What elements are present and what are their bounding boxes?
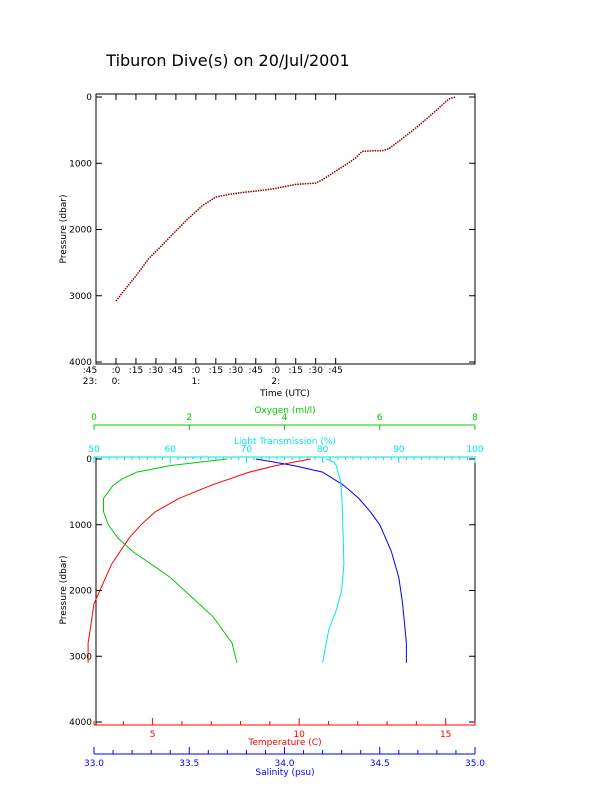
- profile-y-tick-label: 2000: [69, 587, 92, 597]
- dive-x-tick-label: :30: [149, 366, 164, 376]
- profile-y-tick-label: 1000: [69, 521, 92, 531]
- profile-chart-axes: 0 1000 2000 3000 4000 0 2 4 6 8 50 60 70 80 90 100 5 10 15…: [69, 413, 485, 769]
- transmission-tick-label: 60: [164, 445, 176, 455]
- transmission-tick-label: 70: [241, 445, 253, 455]
- dive-x-tick-label: :15: [288, 366, 302, 376]
- dive-x-tick-label: :45: [169, 366, 183, 376]
- dive-chart-frame: [95, 93, 476, 365]
- dive-chart-ticks: 01000200030004000:45:0:15:30:45:0:15:30:…: [69, 93, 475, 387]
- dive-x-hour-label: 1:: [191, 377, 200, 387]
- salinity-tick-label: 34.5: [370, 759, 390, 769]
- profile-chart-series: [87, 458, 407, 663]
- profile-y-tick-label: 0: [86, 455, 92, 465]
- profile-chart-ylabel: Pressure (dbar): [59, 556, 69, 625]
- oxygen-tick-label: 8: [472, 413, 478, 423]
- dive-x-tick-label: :15: [209, 366, 223, 376]
- dive-chart-xlabel: Time (UTC): [259, 389, 310, 399]
- salinity-tick-label: 35.0: [465, 759, 485, 769]
- profile-chart-frame: [95, 456, 476, 726]
- dive-x-hour-label: 23:: [83, 377, 97, 387]
- transmission-axis-label: Light Transmission (%): [234, 437, 336, 447]
- salinity-profile-line: [255, 458, 407, 663]
- dive-x-tick-label: :45: [328, 366, 342, 376]
- profile-y-tick-label: 4000: [69, 718, 92, 728]
- dive-y-tick-label: 0: [86, 93, 92, 103]
- transmission-profile-line: [322, 458, 345, 663]
- dive-chart-series: [115, 96, 456, 302]
- dive-y-tick-label: 3000: [69, 292, 92, 302]
- oxygen-profile-line: [103, 458, 238, 663]
- salinity-tick-label: 33.0: [84, 759, 104, 769]
- temperature-tick-label: 5: [150, 730, 156, 740]
- dive-y-tick-label: 4000: [69, 358, 92, 368]
- transmission-tick-label: 90: [393, 445, 405, 455]
- oxygen-axis-label: Oxygen (ml/l): [254, 406, 315, 416]
- dive-pressure-line: [115, 96, 456, 302]
- transmission-tick-label: 50: [88, 445, 100, 455]
- page-title: Tiburon Dive(s) on 20/Jul/2001: [105, 51, 349, 70]
- dive-chart-ylabel: Pressure (dbar): [59, 195, 69, 264]
- oxygen-tick-label: 6: [377, 413, 383, 423]
- salinity-axis-label: Salinity (psu): [255, 768, 314, 778]
- dive-time-chart: 01000200030004000:45:0:15:30:45:0:15:30:…: [59, 93, 476, 399]
- oxygen-tick-label: 4: [282, 413, 288, 423]
- dive-x-tick-label: :15: [129, 366, 143, 376]
- temperature-tick-label: 15: [440, 730, 451, 740]
- oxygen-tick-label: 0: [91, 413, 97, 423]
- dive-x-tick-label: :30: [308, 366, 323, 376]
- profile-y-tick-label: 3000: [69, 652, 92, 662]
- profile-chart: 0 1000 2000 3000 4000 0 2 4 6 8 50 60 70 80 90 100 5 10 15…: [59, 406, 485, 778]
- transmission-tick-label: 80: [317, 445, 329, 455]
- salinity-tick-label: 34.0: [274, 759, 294, 769]
- dive-x-tick-label: :30: [229, 366, 244, 376]
- dive-x-tick-label: :0: [112, 366, 121, 376]
- temperature-axis-label: Temperature (C): [247, 738, 321, 748]
- transmission-tick-label: 100: [466, 445, 483, 455]
- dive-x-hour-label: 2:: [271, 377, 280, 387]
- salinity-tick-label: 33.5: [179, 759, 199, 769]
- dive-x-tick-label: :0: [191, 366, 200, 376]
- oxygen-tick-label: 2: [186, 413, 192, 423]
- dive-y-tick-label: 2000: [69, 226, 92, 236]
- temperature-profile-line: [87, 458, 311, 663]
- dive-x-hour-label: 0:: [112, 377, 121, 387]
- dive-x-tick-label: :45: [83, 366, 97, 376]
- temperature-tick-label: 10: [293, 730, 305, 740]
- dive-y-tick-label: 1000: [69, 159, 92, 169]
- dive-x-tick-label: :45: [249, 366, 263, 376]
- dive-x-tick-label: :0: [271, 366, 280, 376]
